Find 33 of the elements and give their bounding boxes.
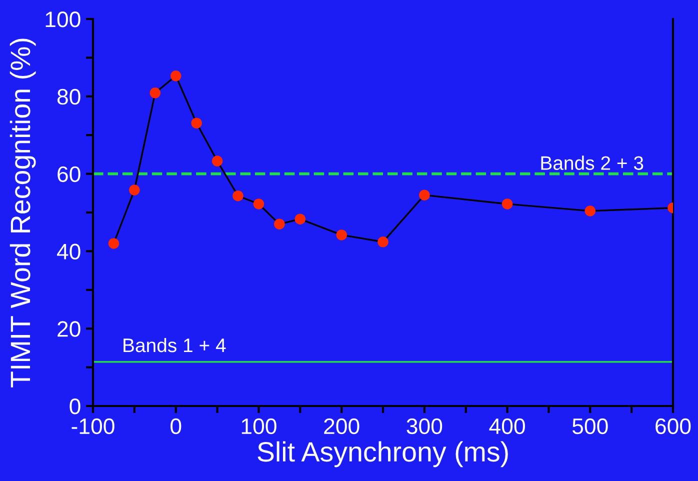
x-axis-title: Slit Asynchrony (ms) <box>258 441 508 468</box>
y-axis-title: TIMIT Word Recognition (%) <box>10 38 36 388</box>
point <box>253 198 264 210</box>
y-tick-label: 0 <box>70 398 80 414</box>
point <box>294 214 306 224</box>
x-tick-label: 300 <box>406 418 442 434</box>
point <box>274 218 285 230</box>
y-tick-label: 60 <box>58 166 80 182</box>
point <box>212 156 223 166</box>
point <box>336 230 347 240</box>
x-tick-label: 600 <box>656 418 691 434</box>
x-tick-label: 500 <box>572 418 608 434</box>
x-tick-label: 0 <box>170 418 182 434</box>
point <box>191 118 202 128</box>
point <box>584 206 596 216</box>
point <box>232 190 244 202</box>
point <box>378 236 388 248</box>
point <box>129 184 140 196</box>
y-tick-label: 20 <box>58 321 80 337</box>
point <box>150 88 161 98</box>
y-tick-label: 100 <box>46 12 80 28</box>
y-tick-label: 80 <box>57 88 80 105</box>
y-tick-label: 40 <box>56 244 80 260</box>
x-tick-label: -100 <box>72 418 114 434</box>
x-tick-label: 100 <box>242 418 276 434</box>
point <box>108 238 120 249</box>
ref-line-label: Bands 2 + 3 <box>541 156 644 170</box>
ref-line-label: Bands 1 + 4 <box>124 338 226 352</box>
point <box>170 70 182 82</box>
x-tick-label: 400 <box>489 418 525 434</box>
x-tick-label: 200 <box>324 418 360 434</box>
point <box>502 198 513 210</box>
point <box>419 190 430 200</box>
